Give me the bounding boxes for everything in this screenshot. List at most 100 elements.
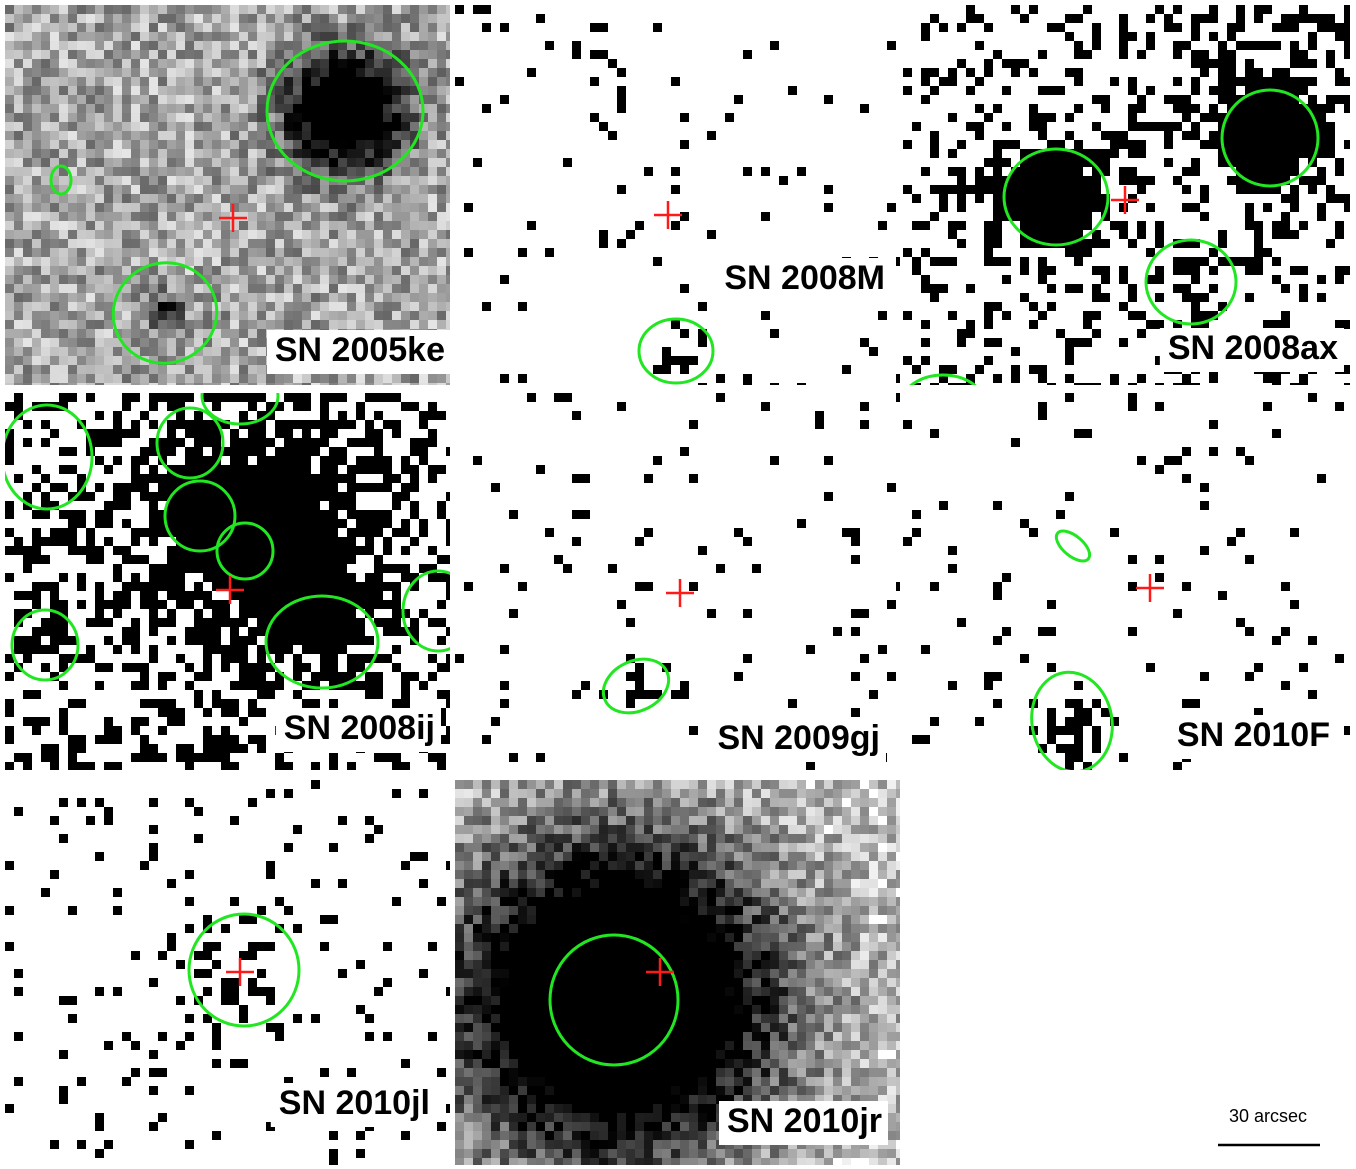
pixel — [563, 1131, 572, 1140]
pixel — [698, 798, 707, 807]
pixel — [788, 960, 797, 969]
pixel — [707, 1122, 716, 1131]
pixel — [203, 987, 212, 996]
pixel — [1227, 537, 1236, 546]
pixel — [383, 618, 392, 627]
pixel — [635, 1104, 644, 1113]
pixel — [1209, 284, 1218, 293]
pixel — [275, 420, 284, 429]
pixel — [365, 573, 374, 582]
pixel — [626, 843, 635, 852]
pixel — [230, 816, 239, 825]
pixel — [392, 5, 401, 14]
pixel — [896, 1113, 905, 1122]
pixel — [320, 5, 329, 14]
pixel — [984, 158, 993, 167]
pixel — [1191, 167, 1200, 176]
pixel — [752, 987, 761, 996]
pixel — [824, 203, 833, 212]
pixel — [365, 420, 374, 429]
pixel — [419, 519, 428, 528]
pixel — [167, 609, 176, 618]
pixel — [1092, 311, 1101, 320]
pixel — [257, 690, 266, 699]
pixel — [653, 897, 662, 906]
pixel — [410, 32, 419, 41]
pixel — [320, 438, 329, 447]
pixel — [23, 690, 32, 699]
pixel — [545, 1068, 554, 1077]
pixel — [500, 861, 509, 870]
pixel — [158, 5, 167, 14]
pixel — [401, 681, 410, 690]
pixel — [419, 23, 428, 32]
pixel — [563, 158, 572, 167]
pixel — [599, 996, 608, 1005]
pixel — [815, 1068, 824, 1077]
pixel — [1308, 32, 1317, 41]
pixel — [599, 1041, 608, 1050]
pixel — [707, 843, 716, 852]
pixel — [921, 338, 930, 347]
pixel — [329, 843, 338, 852]
pixel — [59, 726, 68, 735]
pixel — [257, 582, 266, 591]
pixel — [1092, 176, 1101, 185]
pixel — [644, 870, 653, 879]
pixel — [1128, 140, 1137, 149]
pixel — [437, 1122, 446, 1131]
pixel — [455, 852, 464, 861]
pixel — [644, 960, 653, 969]
pixel — [860, 924, 869, 933]
pixel — [707, 1077, 716, 1086]
pixel — [113, 645, 122, 654]
pixel — [707, 825, 716, 834]
pixel — [878, 1077, 887, 1086]
pixel — [95, 591, 104, 600]
pixel — [1272, 68, 1281, 77]
pixel — [1281, 681, 1290, 690]
pixel — [275, 32, 284, 41]
pixel — [365, 429, 374, 438]
pixel — [1056, 167, 1065, 176]
pixel — [662, 789, 671, 798]
pixel — [921, 68, 930, 77]
pixel — [734, 528, 743, 537]
pixel — [1245, 68, 1254, 77]
pixel — [966, 68, 975, 77]
pixel — [77, 32, 86, 41]
pixel — [455, 924, 464, 933]
pixel — [1209, 248, 1218, 257]
pixel — [293, 627, 302, 636]
pixel — [761, 951, 770, 960]
pixel — [95, 429, 104, 438]
pixel — [428, 14, 437, 23]
pixel — [437, 23, 446, 32]
pixel — [212, 402, 221, 411]
pixel — [851, 1077, 860, 1086]
pixel — [1272, 383, 1281, 392]
pixel — [446, 699, 455, 708]
pixel — [203, 942, 212, 951]
pixel — [140, 555, 149, 564]
pixel — [284, 789, 293, 798]
pixel — [779, 1077, 788, 1086]
pixel — [545, 1050, 554, 1059]
pixel — [896, 843, 905, 852]
pixel — [500, 870, 509, 879]
pixel — [59, 636, 68, 645]
pixel — [149, 1086, 158, 1095]
pixel — [590, 1140, 599, 1149]
panel: SN 2010jl — [5, 780, 455, 1167]
pixel — [284, 483, 293, 492]
pixel — [68, 32, 77, 41]
pixel — [491, 1086, 500, 1095]
pixel — [203, 420, 212, 429]
pixel — [626, 1032, 635, 1041]
pixel — [1317, 149, 1326, 158]
pixel — [527, 960, 536, 969]
pixel — [464, 1059, 473, 1068]
pixel — [338, 879, 347, 888]
pixel — [500, 1158, 509, 1167]
pixel — [824, 852, 833, 861]
